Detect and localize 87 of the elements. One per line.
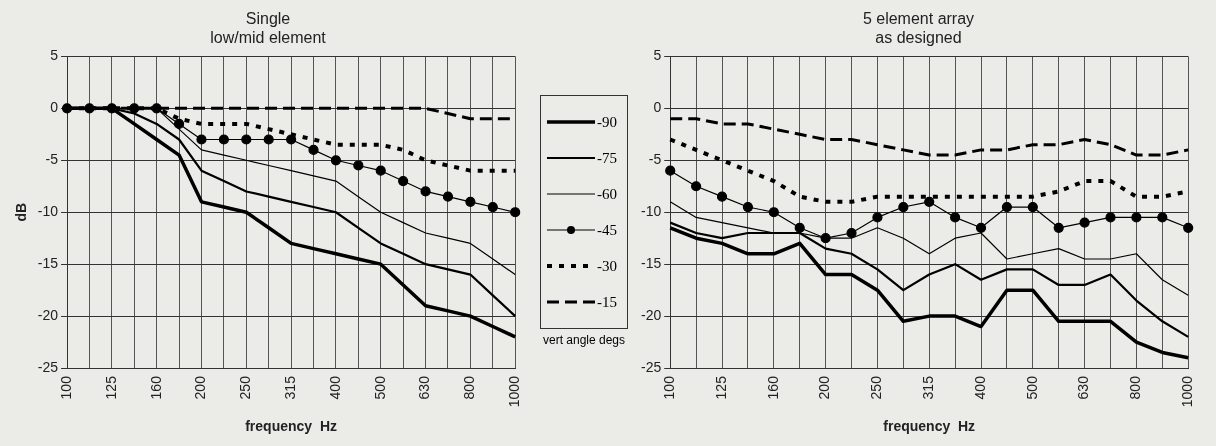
x-tick-label: 800 [1127, 375, 1144, 400]
x-tick-label: 315 [281, 375, 298, 400]
point [716, 191, 728, 202]
y-tick-label: -10 [37, 203, 59, 220]
point [442, 191, 454, 202]
x-tick-label: 315 [920, 375, 937, 400]
legend-label: -90 [597, 113, 617, 131]
point [173, 118, 185, 130]
x-tick-label: 630 [416, 375, 433, 400]
point [975, 222, 987, 233]
x-tick-label: 400 [326, 375, 343, 400]
point [898, 201, 909, 213]
point [742, 201, 754, 213]
line-series [668, 117, 1190, 157]
y-tick-label: 0 [50, 99, 59, 116]
chart-subtitle: as designed [875, 29, 962, 47]
x-tick-label: 125 [102, 375, 119, 400]
point [872, 212, 883, 223]
y-tick-label: -5 [648, 151, 662, 168]
y-tick-label: -15 [641, 255, 662, 272]
x-tick-label: 800 [461, 375, 478, 400]
point [353, 160, 364, 171]
x-tick-label: 200 [816, 375, 833, 400]
legend-label: -75 [597, 149, 617, 167]
x-tick-label: 125 [712, 375, 729, 400]
x-tick-label: 200 [192, 375, 209, 400]
point [1027, 201, 1038, 213]
x-tick-label: 160 [147, 375, 164, 400]
point [465, 196, 476, 207]
y-axis-title: dB [13, 202, 30, 222]
point [286, 134, 297, 145]
legend-label: -15 [597, 293, 617, 311]
point [218, 134, 229, 145]
x-tick-label: 1000 [1179, 375, 1196, 408]
point [330, 155, 342, 166]
point [196, 134, 207, 145]
x-tick-label: 250 [237, 375, 254, 400]
point [510, 207, 521, 218]
y-tick-label: -20 [37, 306, 59, 323]
y-tick-label: 0 [653, 99, 662, 116]
point [924, 196, 935, 207]
chart-title: 5 element array [862, 10, 975, 28]
y-tick-label: -5 [45, 151, 59, 168]
x-tick-label: 160 [764, 375, 781, 400]
point [375, 165, 386, 176]
point [1079, 217, 1090, 228]
legend-label: -30 [597, 257, 617, 275]
x-tick-label: 100 [661, 375, 678, 400]
point [263, 134, 274, 145]
point [950, 212, 961, 223]
point [1157, 212, 1168, 223]
chart-title: Single [245, 10, 291, 28]
point [241, 134, 252, 145]
y-tick-label: -15 [37, 255, 59, 272]
x-axis-title: frequency Hz [883, 418, 976, 435]
legend-title: vert angle degs [541, 333, 627, 347]
x-tick-label: 100 [57, 375, 74, 400]
point [1105, 212, 1116, 223]
x-axis-title: frequency Hz [245, 418, 338, 435]
point [420, 186, 431, 197]
y-tick-label: -10 [641, 203, 662, 220]
legend-label: -60 [597, 185, 617, 203]
x-tick-label: 630 [1075, 375, 1092, 400]
point [665, 165, 676, 176]
point [768, 207, 779, 218]
y-tick-label: 5 [50, 47, 59, 64]
point [1183, 222, 1194, 233]
point [1131, 212, 1142, 223]
point [794, 222, 805, 233]
y-tick-label: 5 [653, 47, 662, 64]
y-tick-label: -25 [37, 358, 59, 375]
point [846, 227, 857, 239]
x-tick-label: 1000 [506, 375, 523, 408]
point [398, 175, 409, 187]
chart-subtitle: low/mid element [210, 29, 327, 47]
point [1053, 222, 1064, 233]
x-tick-label: 500 [371, 375, 388, 400]
x-tick-label: 400 [971, 375, 988, 400]
point [691, 181, 702, 192]
y-tick-label: -25 [641, 358, 662, 375]
point [308, 144, 319, 155]
y-tick-label: -20 [641, 306, 662, 323]
x-tick-label: 500 [1023, 375, 1040, 400]
point [487, 201, 498, 213]
x-tick-label: 250 [868, 375, 885, 400]
legend-label: -45 [597, 221, 617, 239]
point [1001, 201, 1013, 213]
